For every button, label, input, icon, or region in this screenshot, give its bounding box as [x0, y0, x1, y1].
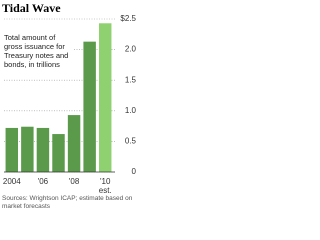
- x-tick-label: 2004: [3, 177, 21, 186]
- x-tick-label: '08: [69, 177, 80, 186]
- y-tick-label: 1.5: [125, 75, 137, 84]
- bar: [5, 127, 19, 172]
- bar: [83, 41, 96, 173]
- y-tick-label: 0.5: [125, 137, 137, 146]
- source-note: Sources: Wrightson ICAP; estimate based …: [2, 195, 133, 210]
- bar: [21, 126, 34, 172]
- chart-title: Tidal Wave: [2, 1, 61, 15]
- x-tick-label: '06: [38, 177, 49, 186]
- bar: [98, 23, 112, 173]
- x-tick-label: '10: [100, 177, 111, 186]
- bar: [36, 127, 50, 172]
- y-tick-label: 0: [132, 167, 137, 176]
- y-tick-label: $2.5: [120, 14, 136, 23]
- y-tick-label: 2.0: [125, 45, 137, 54]
- chart: Tidal Wave 0 0.5 1.0 1.5 2.0 $2.5 2004 '06 '08 '1…: [0, 0, 137, 213]
- chart-subtitle: Total amount of gross issuance for Treas…: [4, 33, 74, 69]
- bar: [52, 134, 65, 172]
- y-tick-label: 1.0: [125, 106, 137, 115]
- bar: [67, 115, 81, 172]
- chart-svg: Tidal Wave 0 0.5 1.0 1.5 2.0 $2.5 2004 '06 '08 '1…: [2, 1, 137, 195]
- annotation: est.: [99, 186, 112, 195]
